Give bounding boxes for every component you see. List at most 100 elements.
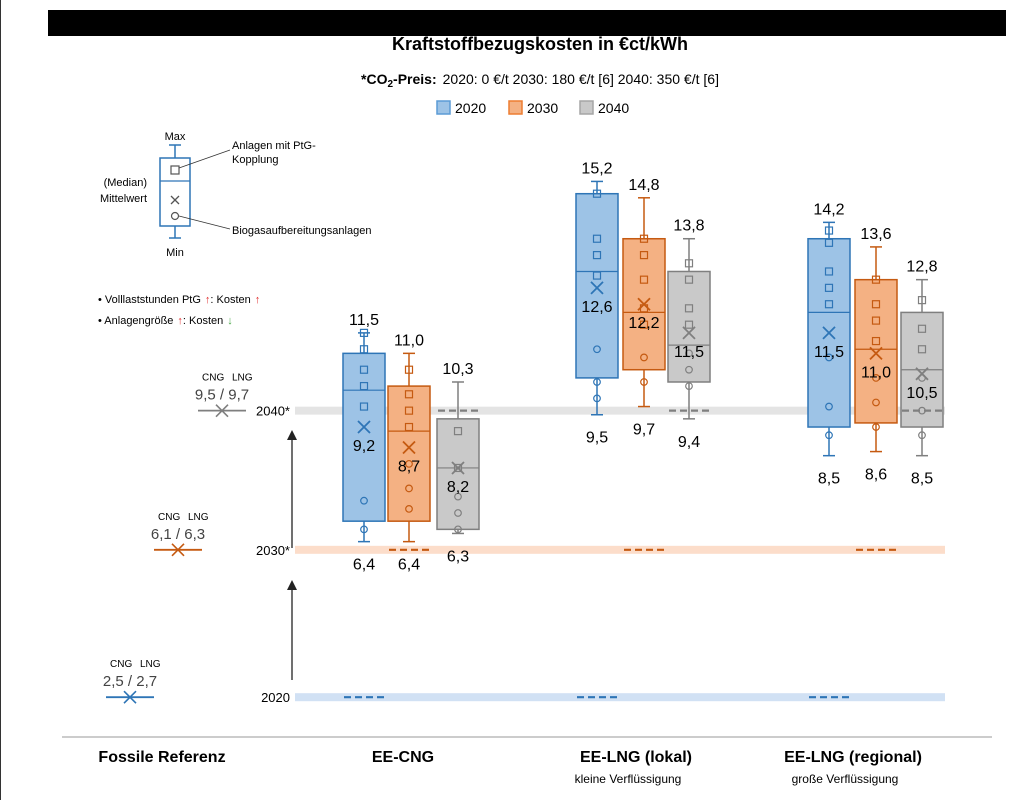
note-arrow-up: ↑ <box>205 294 211 306</box>
key-max-label: Max <box>165 131 186 143</box>
box-ee-cng-2040 <box>436 418 480 531</box>
min-label-ee-lng-lokal--2030: 9,7 <box>633 422 655 439</box>
min-label-ee-lng-regional--2040: 8,5 <box>911 471 933 488</box>
ptg-point-ee-cng-2020-1 <box>359 345 369 354</box>
legend-label-2030: 2030 <box>527 100 558 116</box>
mean-marker-ee-lng-lokal--2030 <box>637 297 651 311</box>
biogas-point-ee-lng-regional--2030-0 <box>872 374 880 382</box>
biogas-point-ee-cng-2030-1 <box>405 484 413 493</box>
ptg-point-ee-cng-2040-1 <box>453 463 463 473</box>
reference-label-2020: 2020 <box>261 690 290 705</box>
ptg-point-ee-lng-lokal--2030-0 <box>639 234 649 243</box>
category-label-2: EE-LNG (lokal) <box>580 749 692 766</box>
legend-label-2020: 2020 <box>455 100 486 116</box>
ptg-point-ee-lng-regional--2030-2 <box>871 316 881 325</box>
mean-marker-ee-lng-lokal--2020 <box>590 281 604 295</box>
mean-label-ee-lng-lokal--2020: 12,6 <box>581 299 612 316</box>
fossil-cross-2040 <box>215 404 229 418</box>
ptg-point-ee-cng-2030-0 <box>404 365 414 374</box>
box-ee-cng-2030 <box>387 385 431 522</box>
key-min-label: Min <box>166 247 184 259</box>
mean-label-ee-lng-lokal--2040: 11,5 <box>674 344 704 361</box>
key-box <box>159 157 191 227</box>
top-black-bar <box>48 10 1006 36</box>
legend-label-2040: 2040 <box>598 100 629 116</box>
biogas-point-ee-cng-2030-0 <box>405 459 413 468</box>
fossil-value-label-2020: 2,5 / 2,7 <box>103 673 157 690</box>
ptg-point-ee-lng-regional--2030-1 <box>871 300 881 309</box>
max-label-ee-cng-2030: 11,0 <box>394 332 424 349</box>
mean-marker-ee-lng-regional--2020 <box>822 326 836 340</box>
key-leader-ptg <box>178 149 231 169</box>
fossil-cross-2030 <box>171 543 185 557</box>
max-label-ee-lng-regional--2020: 14,2 <box>813 201 844 218</box>
ptg-point-ee-lng-lokal--2040-3 <box>684 320 694 329</box>
mean-label-ee-cng-2030: 8,7 <box>398 458 420 475</box>
ptg-point-ee-cng-2030-2 <box>404 406 414 415</box>
fossil-value-label-2030: 6,1 / 6,3 <box>151 526 205 543</box>
mean-marker-ee-cng-2030 <box>402 440 416 455</box>
biogas-point-ee-lng-regional--2030-2 <box>872 423 880 431</box>
min-label-ee-cng-2020: 6,4 <box>353 557 375 574</box>
ptg-point-ee-lng-regional--2040-0 <box>917 296 927 305</box>
min-label-ee-lng-lokal--2040: 9,4 <box>678 434 700 451</box>
category-label-0: Fossile Referenz <box>98 749 225 766</box>
biogas-point-ee-lng-lokal--2040-1 <box>685 365 693 374</box>
fossil-value-label-2040: 9,5 / 9,7 <box>195 387 249 404</box>
legend-swatch-2040 <box>579 100 594 115</box>
key-cross-marker <box>170 195 180 205</box>
increase-arrow-head-0 <box>287 580 297 590</box>
note-text-cost: : Kosten <box>210 294 250 306</box>
ptg-point-ee-lng-lokal--2020-3 <box>592 271 602 280</box>
ptg-point-ee-lng-lokal--2030-1 <box>639 251 649 260</box>
mean-label-ee-lng-lokal--2030: 12,2 <box>628 315 659 332</box>
ptg-point-ee-cng-2020-0 <box>359 328 369 337</box>
note-arrow-result: ↓ <box>227 315 233 327</box>
legend-swatch-2030 <box>508 100 523 115</box>
ptg-point-ee-cng-2020-4 <box>359 402 369 411</box>
ptg-point-ee-lng-regional--2020-2 <box>824 267 834 276</box>
key-circle-marker <box>170 211 180 221</box>
min-label-ee-cng-2030: 6,4 <box>398 557 420 574</box>
ptg-point-ee-lng-lokal--2040-1 <box>684 275 694 284</box>
ptg-point-ee-lng-regional--2020-0 <box>824 226 834 235</box>
category-label-1: EE-CNG <box>372 749 434 766</box>
chart-title: Kraftstoffbezugskosten in €ct/kWh <box>392 34 688 54</box>
fossil-cross-2020 <box>123 690 137 704</box>
box-ee-cng-2020 <box>342 352 386 522</box>
min-label-ee-lng-regional--2030: 8,6 <box>865 467 887 484</box>
ptg-point-ee-cng-2030-3 <box>404 422 414 432</box>
biogas-point-ee-lng-regional--2040-2 <box>918 431 926 440</box>
increase-arrow-head-1 <box>287 430 297 440</box>
fossil-reference: CNG LNG 2,5 / 2,7 CNG LNG 6,1 / 6,3 CNG LNG 9,5 … <box>103 373 253 704</box>
ptg-point-ee-lng-lokal--2020-2 <box>592 251 602 260</box>
ptg-point-ee-cng-2020-3 <box>359 381 369 391</box>
biogas-point-ee-cng-2040-2 <box>454 525 462 534</box>
subtitle-prefix: *CO <box>361 71 388 87</box>
subtitle-rest: 2020: 0 €/t 2030: 180 €/t [6] 2040: 350 … <box>443 71 719 87</box>
note-text-cost: : Kosten <box>183 315 223 327</box>
max-label-ee-lng-regional--2030: 13,6 <box>860 226 891 243</box>
key-ptg-label-1: Anlagen mit PtG- <box>232 140 316 152</box>
key-ptg-label-2: Kopplung <box>232 154 279 166</box>
ptg-point-ee-cng-2040-0 <box>453 427 463 436</box>
max-label-ee-cng-2020: 11,5 <box>349 312 379 329</box>
box-ee-lng-lokal--2040 <box>667 270 711 383</box>
biogas-point-ee-lng-lokal--2030-1 <box>640 378 648 386</box>
biogas-point-ee-lng-lokal--2020-1 <box>593 378 601 386</box>
ptg-point-ee-lng-regional--2040-2 <box>917 345 927 354</box>
note-1: • Anlagengröße ↑: Kosten ↓ <box>98 315 233 327</box>
fossil-cng-label-2030: CNG <box>158 512 180 523</box>
mean-marker-ee-cng-2040 <box>451 461 465 475</box>
category-axis: Fossile Referenz EE-CNG EE-LNG (lokal) klei… <box>62 736 992 786</box>
ptg-point-ee-lng-lokal--2020-1 <box>592 234 602 243</box>
note-arrow-up: ↑ <box>177 315 183 327</box>
max-label-ee-cng-2040: 10,3 <box>442 361 473 378</box>
ptg-point-ee-lng-regional--2020-1 <box>824 238 834 247</box>
biogas-point-ee-cng-2020-1 <box>360 525 368 534</box>
ptg-point-ee-lng-regional--2020-4 <box>824 300 834 309</box>
subtitle-sub: 2 <box>387 79 393 90</box>
biogas-point-ee-lng-lokal--2030-0 <box>640 353 648 362</box>
subtitle-suffix: -Preis: <box>393 71 437 87</box>
